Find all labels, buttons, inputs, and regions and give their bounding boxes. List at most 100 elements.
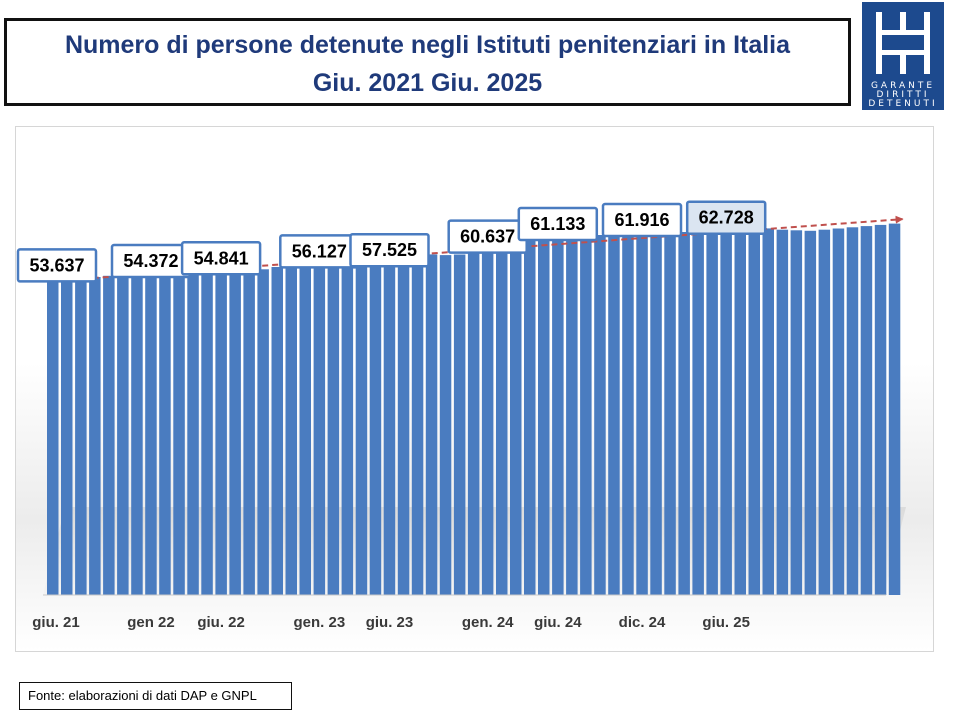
data-label: 60.637	[447, 219, 528, 254]
x-tick-label: gen. 24	[462, 614, 514, 631]
bar	[552, 236, 564, 595]
bar	[467, 252, 480, 596]
x-tick-label: giu. 24	[534, 614, 582, 631]
bar	[327, 262, 340, 595]
bar	[580, 235, 592, 595]
bar	[860, 226, 873, 595]
bar	[594, 235, 606, 595]
bar	[61, 279, 73, 595]
chart-subtitle: Giu. 2021 Giu. 2025	[312, 69, 543, 97]
data-label-text: 54.372	[123, 251, 178, 271]
data-label-text: 61.133	[530, 214, 585, 234]
bar	[818, 229, 831, 595]
bar	[608, 233, 620, 596]
chart-title: Numero di persone detenute negli Istitut…	[64, 31, 791, 59]
data-label-box	[180, 241, 262, 276]
bar	[299, 264, 311, 595]
data-label-text: 57.525	[362, 240, 417, 260]
bar	[734, 227, 746, 595]
logo-text-line1: GARANTE	[870, 81, 936, 91]
logo-text-line3: DETENUTI	[868, 99, 938, 109]
logo-text-line2: DIRITTI	[876, 90, 930, 100]
bar	[832, 228, 845, 595]
bar	[187, 270, 199, 595]
bar	[790, 230, 803, 596]
bar	[215, 270, 227, 595]
data-label: 57.525	[349, 232, 430, 268]
bar	[439, 255, 452, 595]
bar	[145, 273, 157, 595]
garante-h-logo-icon	[866, 6, 940, 80]
bar	[173, 272, 185, 595]
source-note: Fonte: elaborazioni di dati DAP e GNPL	[19, 682, 292, 710]
bar	[496, 243, 508, 595]
bar	[846, 227, 859, 596]
bar	[706, 229, 718, 595]
x-tick-label: giu. 22	[197, 614, 245, 631]
data-label: 62.728	[685, 200, 767, 235]
data-label-box	[517, 206, 599, 242]
bar	[383, 262, 396, 595]
garante-logo: GARANTE DIRITTI DETENUTI	[862, 2, 944, 110]
chart-area: giu. 21 gen 22 giu. 22 gen. 23 giu. 23 gen. 2…	[15, 126, 934, 652]
bar	[243, 270, 255, 595]
bar	[257, 269, 269, 595]
bar	[510, 240, 522, 595]
bar	[538, 237, 550, 595]
data-label-text: 60.637	[460, 227, 515, 247]
bar	[341, 262, 354, 595]
bar	[411, 256, 424, 595]
data-label: 61.916	[601, 202, 683, 238]
x-tick-label: gen 22	[127, 614, 175, 631]
data-label-text: 53.637	[29, 255, 84, 275]
bar	[271, 267, 283, 595]
chart-title-box: Numero di persone detenute negli Istitut…	[4, 18, 851, 106]
bar	[650, 229, 662, 595]
data-label-box	[349, 232, 430, 268]
bar	[159, 273, 171, 595]
bar	[888, 223, 901, 595]
bar	[678, 232, 690, 595]
bar	[664, 230, 676, 596]
x-tick-label: giu. 25	[702, 614, 750, 631]
bar	[524, 239, 536, 595]
bar	[117, 274, 129, 595]
bar	[762, 228, 774, 595]
data-label: 54.841	[180, 241, 262, 276]
x-tick-label: gen. 23	[293, 614, 345, 631]
bar	[369, 262, 382, 595]
bar	[103, 275, 115, 595]
bar	[397, 259, 410, 595]
data-label: 53.637	[16, 248, 98, 283]
data-label-box	[685, 200, 767, 235]
data-label-text: 56.127	[292, 241, 347, 261]
data-label-box	[16, 248, 98, 283]
bar	[776, 229, 789, 595]
bar	[692, 231, 704, 595]
bar	[622, 233, 634, 595]
bar	[874, 224, 887, 595]
bar-chart: giu. 21 gen 22 giu. 22 gen. 23 giu. 23 gen. 2…	[16, 200, 906, 631]
bar	[566, 236, 578, 595]
data-label: 56.127	[279, 234, 360, 269]
data-label-text: 54.841	[194, 248, 249, 268]
bar	[229, 270, 241, 595]
bar	[355, 262, 368, 595]
bar	[89, 277, 101, 595]
bar	[313, 263, 326, 595]
bar	[285, 265, 297, 595]
bar	[748, 230, 760, 596]
bar	[131, 273, 143, 595]
data-label: 61.133	[517, 206, 599, 242]
x-tick-label: giu. 23	[366, 614, 414, 631]
bar	[804, 230, 817, 596]
bar	[47, 277, 59, 595]
data-label-box	[601, 202, 683, 238]
bar	[481, 248, 494, 595]
bar	[425, 254, 438, 595]
logo-text: GARANTE DIRITTI DETENUTI	[866, 82, 940, 109]
bar	[453, 254, 466, 595]
bar	[636, 232, 648, 595]
bar	[75, 278, 87, 595]
x-tick-label: dic. 24	[619, 614, 666, 631]
